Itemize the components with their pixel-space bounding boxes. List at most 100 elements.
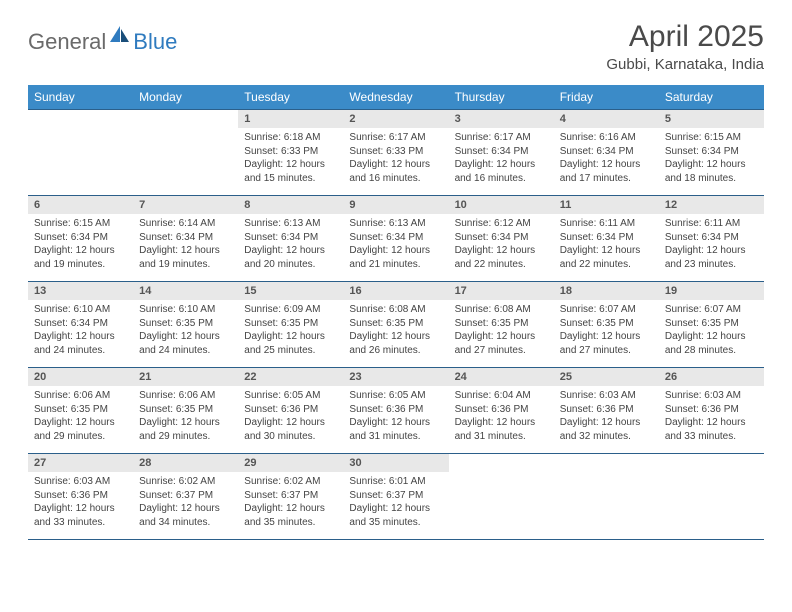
- daylight-text: Daylight: 12 hours and 21 minutes.: [349, 244, 442, 271]
- sunrise-text: Sunrise: 6:13 AM: [244, 217, 337, 231]
- day-number: 11: [554, 196, 659, 214]
- day-details: Sunrise: 6:03 AMSunset: 6:36 PMDaylight:…: [28, 472, 133, 533]
- sunrise-text: Sunrise: 6:12 AM: [455, 217, 548, 231]
- brand-left: General: [28, 29, 106, 55]
- daylight-text: Daylight: 12 hours and 19 minutes.: [34, 244, 127, 271]
- sunset-text: Sunset: 6:33 PM: [349, 145, 442, 159]
- day-number: 9: [343, 196, 448, 214]
- calendar-week-row: 27Sunrise: 6:03 AMSunset: 6:36 PMDayligh…: [28, 454, 764, 540]
- sunrise-text: Sunrise: 6:09 AM: [244, 303, 337, 317]
- daylight-text: Daylight: 12 hours and 23 minutes.: [665, 244, 758, 271]
- day-number: 30: [343, 454, 448, 472]
- daylight-text: Daylight: 12 hours and 25 minutes.: [244, 330, 337, 357]
- sunset-text: Sunset: 6:34 PM: [665, 231, 758, 245]
- calendar-day-cell: 26Sunrise: 6:03 AMSunset: 6:36 PMDayligh…: [659, 368, 764, 454]
- sunrise-text: Sunrise: 6:02 AM: [139, 475, 232, 489]
- day-details: Sunrise: 6:15 AMSunset: 6:34 PMDaylight:…: [659, 128, 764, 189]
- daylight-text: Daylight: 12 hours and 29 minutes.: [34, 416, 127, 443]
- day-details: Sunrise: 6:14 AMSunset: 6:34 PMDaylight:…: [133, 214, 238, 275]
- calendar-week-row: 20Sunrise: 6:06 AMSunset: 6:35 PMDayligh…: [28, 368, 764, 454]
- day-details: Sunrise: 6:02 AMSunset: 6:37 PMDaylight:…: [133, 472, 238, 533]
- sail-icon: [110, 26, 130, 47]
- day-details: Sunrise: 6:18 AMSunset: 6:33 PMDaylight:…: [238, 128, 343, 189]
- day-details: Sunrise: 6:02 AMSunset: 6:37 PMDaylight:…: [238, 472, 343, 533]
- sunrise-text: Sunrise: 6:05 AM: [244, 389, 337, 403]
- sunset-text: Sunset: 6:36 PM: [455, 403, 548, 417]
- sunrise-text: Sunrise: 6:10 AM: [34, 303, 127, 317]
- daylight-text: Daylight: 12 hours and 22 minutes.: [455, 244, 548, 271]
- brand-right: Blue: [133, 29, 177, 55]
- day-number: 3: [449, 110, 554, 128]
- calendar-day-cell: 28Sunrise: 6:02 AMSunset: 6:37 PMDayligh…: [133, 454, 238, 540]
- day-number: 24: [449, 368, 554, 386]
- weekday-header: Wednesday: [343, 85, 448, 110]
- calendar-empty-cell: [449, 454, 554, 540]
- calendar-day-cell: 2Sunrise: 6:17 AMSunset: 6:33 PMDaylight…: [343, 110, 448, 196]
- daylight-text: Daylight: 12 hours and 15 minutes.: [244, 158, 337, 185]
- daylight-text: Daylight: 12 hours and 22 minutes.: [560, 244, 653, 271]
- calendar-day-cell: 16Sunrise: 6:08 AMSunset: 6:35 PMDayligh…: [343, 282, 448, 368]
- sunrise-text: Sunrise: 6:07 AM: [665, 303, 758, 317]
- calendar-day-cell: 30Sunrise: 6:01 AMSunset: 6:37 PMDayligh…: [343, 454, 448, 540]
- day-details: Sunrise: 6:07 AMSunset: 6:35 PMDaylight:…: [554, 300, 659, 361]
- sunset-text: Sunset: 6:34 PM: [455, 145, 548, 159]
- sunset-text: Sunset: 6:36 PM: [34, 489, 127, 503]
- sunset-text: Sunset: 6:34 PM: [349, 231, 442, 245]
- daylight-text: Daylight: 12 hours and 17 minutes.: [560, 158, 653, 185]
- sunset-text: Sunset: 6:34 PM: [455, 231, 548, 245]
- day-number: 10: [449, 196, 554, 214]
- sunset-text: Sunset: 6:34 PM: [34, 317, 127, 331]
- day-details: Sunrise: 6:13 AMSunset: 6:34 PMDaylight:…: [238, 214, 343, 275]
- day-details: Sunrise: 6:04 AMSunset: 6:36 PMDaylight:…: [449, 386, 554, 447]
- sunset-text: Sunset: 6:34 PM: [34, 231, 127, 245]
- sunrise-text: Sunrise: 6:06 AM: [139, 389, 232, 403]
- day-details: Sunrise: 6:12 AMSunset: 6:34 PMDaylight:…: [449, 214, 554, 275]
- sunset-text: Sunset: 6:35 PM: [34, 403, 127, 417]
- calendar-day-cell: 18Sunrise: 6:07 AMSunset: 6:35 PMDayligh…: [554, 282, 659, 368]
- day-details: Sunrise: 6:16 AMSunset: 6:34 PMDaylight:…: [554, 128, 659, 189]
- day-number: 7: [133, 196, 238, 214]
- sunset-text: Sunset: 6:35 PM: [349, 317, 442, 331]
- day-number: 29: [238, 454, 343, 472]
- daylight-text: Daylight: 12 hours and 35 minutes.: [244, 502, 337, 529]
- calendar-table: SundayMondayTuesdayWednesdayThursdayFrid…: [28, 85, 764, 540]
- weekday-header: Monday: [133, 85, 238, 110]
- daylight-text: Daylight: 12 hours and 33 minutes.: [34, 502, 127, 529]
- day-number: 17: [449, 282, 554, 300]
- day-details: Sunrise: 6:10 AMSunset: 6:35 PMDaylight:…: [133, 300, 238, 361]
- day-number: 20: [28, 368, 133, 386]
- day-number: 27: [28, 454, 133, 472]
- day-number: 6: [28, 196, 133, 214]
- calendar-day-cell: 25Sunrise: 6:03 AMSunset: 6:36 PMDayligh…: [554, 368, 659, 454]
- sunrise-text: Sunrise: 6:13 AM: [349, 217, 442, 231]
- daylight-text: Daylight: 12 hours and 24 minutes.: [139, 330, 232, 357]
- daylight-text: Daylight: 12 hours and 31 minutes.: [349, 416, 442, 443]
- calendar-day-cell: 15Sunrise: 6:09 AMSunset: 6:35 PMDayligh…: [238, 282, 343, 368]
- day-number: 15: [238, 282, 343, 300]
- day-details: Sunrise: 6:13 AMSunset: 6:34 PMDaylight:…: [343, 214, 448, 275]
- weekday-header: Saturday: [659, 85, 764, 110]
- sunrise-text: Sunrise: 6:16 AM: [560, 131, 653, 145]
- daylight-text: Daylight: 12 hours and 18 minutes.: [665, 158, 758, 185]
- weekday-header: Thursday: [449, 85, 554, 110]
- calendar-day-cell: 13Sunrise: 6:10 AMSunset: 6:34 PMDayligh…: [28, 282, 133, 368]
- day-number: 26: [659, 368, 764, 386]
- daylight-text: Daylight: 12 hours and 33 minutes.: [665, 416, 758, 443]
- calendar-empty-cell: [659, 454, 764, 540]
- sunrise-text: Sunrise: 6:15 AM: [665, 131, 758, 145]
- calendar-day-cell: 21Sunrise: 6:06 AMSunset: 6:35 PMDayligh…: [133, 368, 238, 454]
- calendar-day-cell: 6Sunrise: 6:15 AMSunset: 6:34 PMDaylight…: [28, 196, 133, 282]
- day-number: 16: [343, 282, 448, 300]
- calendar-day-cell: 3Sunrise: 6:17 AMSunset: 6:34 PMDaylight…: [449, 110, 554, 196]
- day-details: Sunrise: 6:10 AMSunset: 6:34 PMDaylight:…: [28, 300, 133, 361]
- sunrise-text: Sunrise: 6:11 AM: [560, 217, 653, 231]
- day-number: 25: [554, 368, 659, 386]
- daylight-text: Daylight: 12 hours and 27 minutes.: [455, 330, 548, 357]
- day-details: Sunrise: 6:05 AMSunset: 6:36 PMDaylight:…: [343, 386, 448, 447]
- sunset-text: Sunset: 6:34 PM: [560, 231, 653, 245]
- header: General Blue April 2025 Gubbi, Karnataka…: [28, 20, 764, 73]
- sunrise-text: Sunrise: 6:17 AM: [455, 131, 548, 145]
- sunrise-text: Sunrise: 6:14 AM: [139, 217, 232, 231]
- sunrise-text: Sunrise: 6:04 AM: [455, 389, 548, 403]
- calendar-day-cell: 29Sunrise: 6:02 AMSunset: 6:37 PMDayligh…: [238, 454, 343, 540]
